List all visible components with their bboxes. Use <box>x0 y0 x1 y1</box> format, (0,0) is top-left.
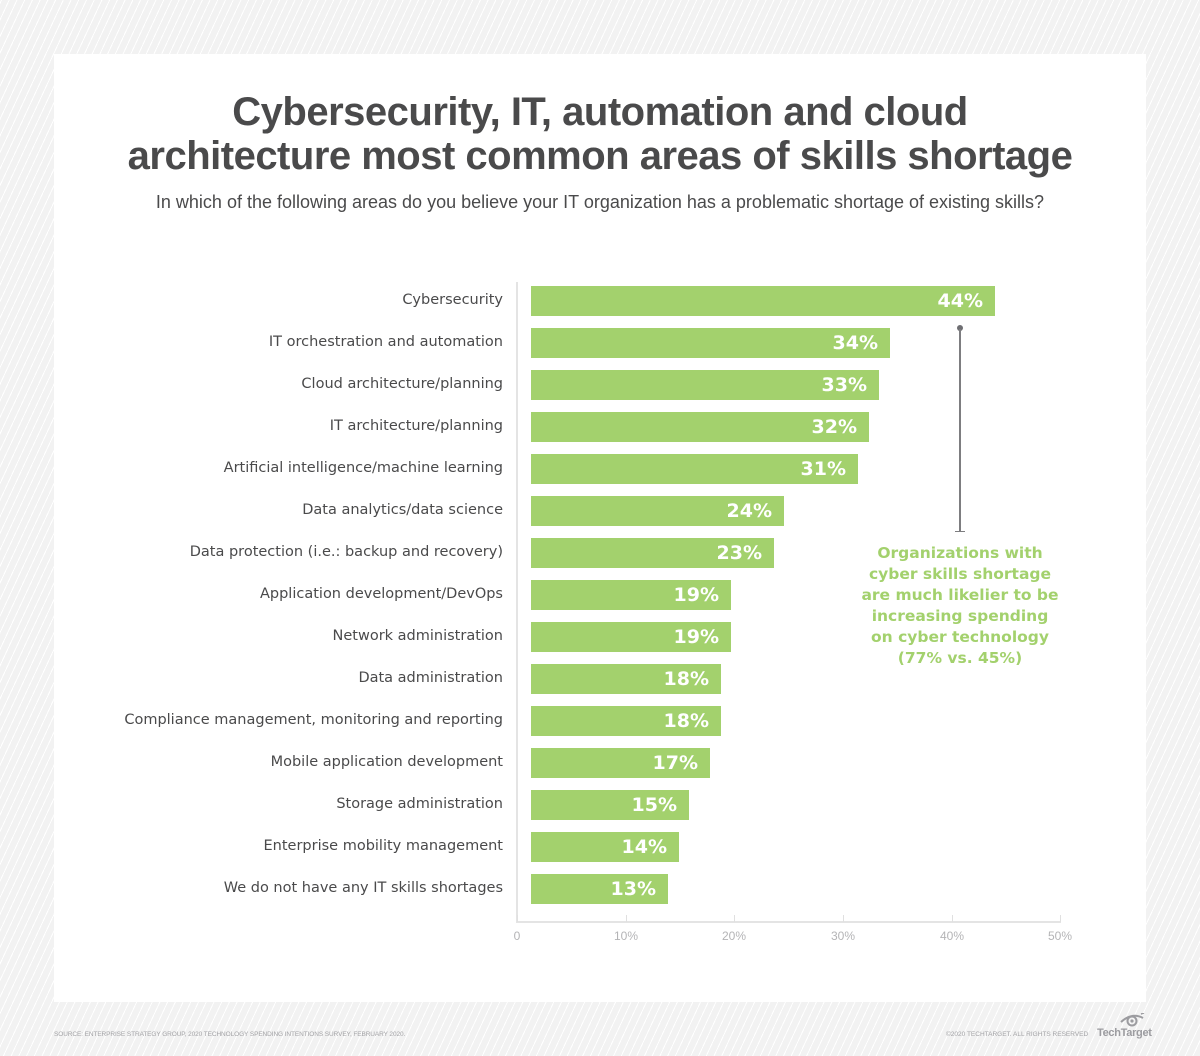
bar-row: Cloud architecture/planning 33% <box>0 370 1200 400</box>
callout-line-cap <box>955 531 965 532</box>
x-tick-20 <box>734 915 735 922</box>
bar-value-label: 44% <box>937 290 983 312</box>
bar-value-label: 32% <box>811 416 857 438</box>
x-tick-0 <box>517 915 518 922</box>
x-tick-label: 10% <box>613 929 639 943</box>
bar: 44% <box>531 286 995 316</box>
category-label: Data protection (i.e.: backup and recove… <box>189 544 503 560</box>
x-tick-30 <box>843 915 844 922</box>
logo-text: TechTarget <box>1097 1027 1152 1039</box>
chart-title-line-2: architecture most common areas of skills… <box>127 134 1073 178</box>
eye-icon <box>1120 1013 1145 1027</box>
x-axis-line <box>516 921 1061 923</box>
category-label: Cloud architecture/planning <box>301 376 503 392</box>
bar-row: IT architecture/planning 32% <box>0 412 1200 442</box>
bar: 15% <box>531 790 689 820</box>
x-tick-40 <box>952 915 953 922</box>
category-label: Network administration <box>332 628 503 644</box>
y-axis-line <box>516 282 518 922</box>
category-label: Enterprise mobility management <box>263 838 504 854</box>
category-label: We do not have any IT skills shortages <box>223 880 503 896</box>
bar: 19% <box>531 622 731 652</box>
bar-row: Artificial intelligence/machine learning… <box>0 454 1200 484</box>
bar-value-label: 18% <box>663 668 709 690</box>
bar: 18% <box>531 706 721 736</box>
bar: 19% <box>531 580 731 610</box>
bar-value-label: 17% <box>652 752 698 774</box>
category-label: Mobile application development <box>270 754 503 770</box>
category-label: Data analytics/data science <box>302 502 503 518</box>
category-label: IT orchestration and automation <box>268 334 503 350</box>
chart-subtitle: In which of the following areas do you b… <box>155 192 1045 212</box>
bar-value-label: 31% <box>800 458 846 480</box>
bar-row: Network administration 19% <box>0 622 1200 652</box>
bar-value-label: 13% <box>610 878 656 900</box>
bar-row: Data administration 18% <box>0 664 1200 694</box>
x-tick-label: 30% <box>830 929 856 943</box>
bar: 24% <box>531 496 784 526</box>
callout-annotation: Organizations with cyber skills shortage… <box>850 543 1070 669</box>
bar: 13% <box>531 874 668 904</box>
techtarget-logo: TechTarget <box>1097 1013 1152 1043</box>
category-label: Data administration <box>358 670 503 686</box>
category-label: Cybersecurity <box>402 292 503 308</box>
x-tick-label: 0 <box>513 929 521 943</box>
callout-line-text: cyber skills shortage <box>868 565 1052 583</box>
bar-value-label: 33% <box>821 374 867 396</box>
bar-row: We do not have any IT skills shortages 13… <box>0 874 1200 904</box>
bar: 18% <box>531 664 721 694</box>
chart-title: Cybersecurity, IT, automation and cloud … <box>54 90 1146 178</box>
callout-line-text: (77% vs. 45%) <box>897 649 1023 667</box>
bar-row: Mobile application development 17% <box>0 748 1200 778</box>
bar: 17% <box>531 748 710 778</box>
x-tick-label: 50% <box>1047 929 1073 943</box>
bar-value-label: 15% <box>631 794 677 816</box>
bar-row: Application development/DevOps 19% <box>0 580 1200 610</box>
bar-row: Data protection (i.e.: backup and recove… <box>0 538 1200 568</box>
category-label: Artificial intelligence/machine learning <box>223 460 503 476</box>
bar-row: Storage administration 15% <box>0 790 1200 820</box>
bar-row: Data analytics/data science 24% <box>0 496 1200 526</box>
bar-row: Compliance management, monitoring and re… <box>0 706 1200 736</box>
bar: 32% <box>531 412 869 442</box>
x-tick-10 <box>626 915 627 922</box>
x-tick-50 <box>1060 915 1061 922</box>
source-note: SOURCE: ENTERPRISE STRATEGY GROUP, 2020 … <box>54 1031 406 1038</box>
callout-line-text: on cyber technology <box>870 628 1049 646</box>
bar: 23% <box>531 538 774 568</box>
bar: 31% <box>531 454 858 484</box>
copyright-note: ©2020 TECHTARGET. ALL RIGHTS RESERVED <box>946 1031 1089 1038</box>
bar-value-label: 14% <box>621 836 667 858</box>
bar: 33% <box>531 370 879 400</box>
bar-row: Cybersecurity 44% <box>0 286 1200 316</box>
bar-row: Enterprise mobility management 14% <box>0 832 1200 862</box>
bar-value-label: 19% <box>673 626 719 648</box>
callout-dot <box>957 325 963 331</box>
bar-value-label: 18% <box>663 710 709 732</box>
bar: 14% <box>531 832 679 862</box>
chart-title-line-1: Cybersecurity, IT, automation and cloud <box>232 90 968 134</box>
category-label: Storage administration <box>336 796 503 812</box>
bar-value-label: 34% <box>832 332 878 354</box>
callout-line-text: are much likelier to be <box>861 586 1059 604</box>
bar: 34% <box>531 328 890 358</box>
category-label: Compliance management, monitoring and re… <box>124 712 503 728</box>
category-label: IT architecture/planning <box>329 418 503 434</box>
bar-value-label: 19% <box>673 584 719 606</box>
callout-line-text: increasing spending <box>871 607 1049 625</box>
callout-line-text: Organizations with <box>877 544 1043 562</box>
x-tick-label: 40% <box>939 929 965 943</box>
bar-value-label: 23% <box>716 542 762 564</box>
bar-value-label: 24% <box>726 500 772 522</box>
callout-line <box>959 329 961 532</box>
bar-row: IT orchestration and automation 34% <box>0 328 1200 358</box>
x-tick-label: 20% <box>721 929 747 943</box>
category-label: Application development/DevOps <box>259 586 503 602</box>
